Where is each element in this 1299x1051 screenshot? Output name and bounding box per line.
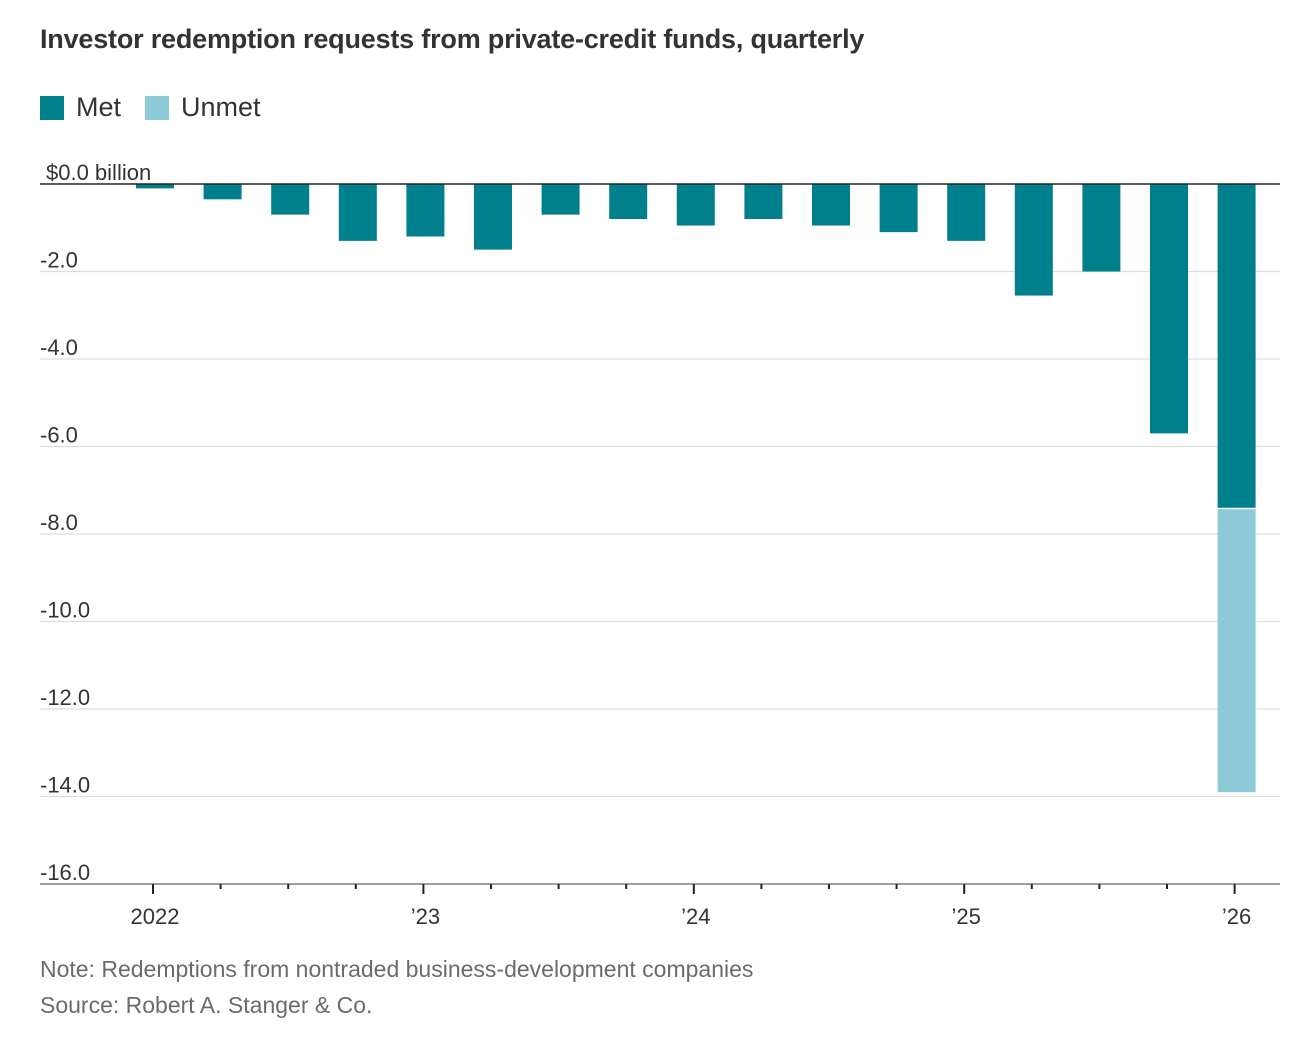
bar-met	[271, 184, 310, 215]
legend: Met Unmet	[40, 92, 285, 123]
bar-met	[1150, 184, 1188, 434]
bar-met	[338, 184, 377, 241]
legend-item-unmet: Unmet	[145, 92, 261, 123]
bar-met	[947, 184, 986, 241]
y-tick-label: -16.0	[40, 860, 90, 885]
y-tick-label: -10.0	[40, 598, 90, 623]
legend-label-unmet: Unmet	[181, 92, 261, 122]
bar-chart: $0.0 billion -2.0 -4.0 -6.0 -8.0 -10.0 -12.0 -1…	[40, 160, 1280, 929]
legend-item-met: Met	[40, 92, 121, 123]
x-tick-label: ’25	[952, 904, 981, 929]
bar-met	[406, 184, 445, 237]
y-tick-label: -2.0	[40, 248, 78, 273]
bar-met	[1217, 184, 1256, 508]
bar-met	[676, 184, 715, 226]
y-tick-label: -12.0	[40, 685, 90, 710]
x-tick-label: ’26	[1222, 904, 1251, 929]
y-tick-label: -8.0	[40, 510, 78, 535]
x-tick-label: ’23	[411, 904, 440, 929]
y-tick-label: -14.0	[40, 773, 90, 798]
bar-met	[609, 184, 648, 219]
bar-met	[136, 184, 174, 189]
bar-met	[1082, 184, 1121, 272]
bar-met	[474, 184, 512, 250]
y-tick-label: -4.0	[40, 335, 78, 360]
legend-swatch-unmet	[145, 95, 170, 120]
bar-met	[203, 184, 242, 200]
bar-met	[879, 184, 918, 233]
bar-met	[812, 184, 850, 226]
x-tick-label: ’24	[681, 904, 710, 929]
y-tick-label: -6.0	[40, 423, 78, 448]
x-tick-label: 2022	[131, 904, 180, 929]
chart-source: Source: Robert A. Stanger & Co.	[40, 992, 373, 1018]
bar-unmet	[1217, 509, 1256, 793]
bar-met	[1014, 184, 1053, 296]
chart-note: Note: Redemptions from nontraded busines…	[40, 956, 754, 982]
legend-label-met: Met	[76, 92, 122, 122]
legend-swatch-met	[40, 95, 64, 120]
bar-met	[744, 184, 783, 219]
chart-title: Investor redemption requests from privat…	[40, 24, 865, 54]
y-tick-label: $0.0 billion	[46, 160, 151, 185]
bar-met	[541, 184, 580, 215]
